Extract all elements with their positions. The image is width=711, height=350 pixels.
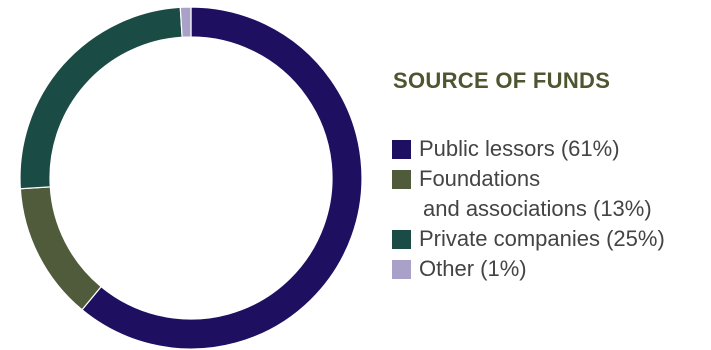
slice-public-lessors <box>82 7 362 349</box>
legend-item-public-lessors: Public lessors (61%) <box>392 134 665 164</box>
legend-label: Foundations <box>419 164 665 194</box>
legend-swatch <box>392 230 411 249</box>
legend-swatch <box>392 170 411 189</box>
legend-item-other: Other (1%) <box>392 254 665 284</box>
legend-item-private-companies: Private companies (25%) <box>392 224 665 254</box>
legend-label: Private companies (25%) <box>419 224 665 254</box>
legend-label: and associations (13%) <box>419 194 665 224</box>
legend: Public lessors (61%) Foundations and assoc… <box>392 134 665 284</box>
legend-item-foundations-and-associations: Foundations and associations (13%) <box>392 164 665 224</box>
donut-plot <box>0 0 380 350</box>
slice-foundations-and-associations <box>20 187 101 310</box>
legend-label: Other (1%) <box>419 254 665 284</box>
legend-swatch <box>392 260 411 279</box>
slice-private-companies <box>20 7 182 188</box>
chart-title: SOURCE OF FUNDS <box>393 68 610 94</box>
legend-label: Public lessors (61%) <box>419 134 665 164</box>
slice-other <box>180 7 191 37</box>
legend-swatch <box>392 140 411 159</box>
